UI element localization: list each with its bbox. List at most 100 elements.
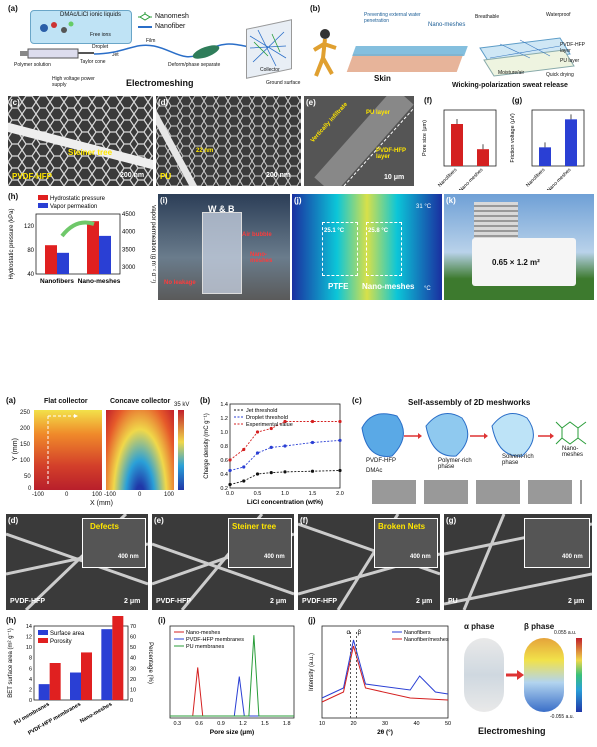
x-tick-label: 1.0 bbox=[281, 491, 289, 497]
x-tick-label: Nano-meshes bbox=[78, 278, 121, 285]
panel-label: (h) bbox=[8, 192, 19, 201]
series-point bbox=[310, 419, 315, 424]
plot-frame bbox=[169, 625, 295, 719]
kv-label: 35 kV bbox=[174, 402, 190, 408]
y2-tick-label: 4500 bbox=[122, 212, 136, 218]
top-panel-d: (d) 22 nm PU 200 nm bbox=[156, 96, 301, 186]
inset-label: Broken Nets bbox=[378, 522, 426, 531]
bottom-panel-g: (g) 400 nm PU 2 μm bbox=[444, 514, 592, 610]
x-tick-label: 1.2 bbox=[239, 721, 247, 727]
y-tick-label: 6 bbox=[29, 666, 32, 672]
bar-surface bbox=[38, 684, 50, 700]
bar-porosity bbox=[49, 663, 61, 700]
series-line bbox=[170, 676, 294, 717]
temp-nm: 25.8 °C bbox=[368, 228, 389, 234]
ptfe-box bbox=[322, 222, 358, 276]
panel-label: (f) bbox=[424, 96, 432, 105]
series-point bbox=[283, 470, 287, 474]
droplet-label: Droplet bbox=[92, 44, 109, 50]
free-ions-label: Free ions bbox=[90, 32, 111, 38]
panel-label: (k) bbox=[446, 196, 456, 205]
x-tick-label: Nanofibers bbox=[40, 278, 74, 285]
panel-label: (h) bbox=[6, 616, 17, 625]
panel-label: (c) bbox=[10, 98, 20, 107]
ytick-50: 50 bbox=[24, 474, 31, 480]
collector-label: Collector bbox=[260, 67, 280, 73]
temp-ptfe: 25.1 °C bbox=[324, 228, 345, 234]
alpha-marker: α bbox=[347, 629, 351, 636]
x-tick-label: 2.0 bbox=[336, 491, 344, 497]
x-tick-label: 30 bbox=[382, 721, 388, 727]
panel-label: (e) bbox=[154, 516, 164, 525]
y2-tick-label: 70 bbox=[130, 624, 136, 630]
scale-label: 2 μm bbox=[124, 598, 141, 605]
inset-scale: 400 nm bbox=[118, 554, 139, 560]
syringe-icon bbox=[20, 48, 94, 59]
y2-tick-label: 3000 bbox=[122, 265, 136, 271]
nanomesh-box bbox=[366, 222, 402, 276]
panel-label: (i) bbox=[160, 196, 168, 205]
series-nanofiber-meshes bbox=[321, 645, 449, 703]
plot-frame bbox=[35, 213, 121, 275]
series-point bbox=[242, 465, 246, 469]
legend-swatch-surface bbox=[38, 630, 48, 635]
phase-colorbar bbox=[576, 638, 582, 712]
bar-hydrostatic bbox=[45, 245, 57, 274]
inset bbox=[524, 518, 590, 568]
panel-label: (e) bbox=[306, 98, 316, 107]
scale-label: 10 μm bbox=[384, 174, 405, 181]
inset-scale: 400 nm bbox=[264, 554, 285, 560]
inset bbox=[82, 518, 146, 568]
molecule-icon bbox=[40, 21, 74, 33]
bottom-panel-j: (j) α β Nanofibers Nanofiber/meshes 10 20 30 40… bbox=[306, 616, 456, 744]
mesh-texture bbox=[8, 96, 153, 186]
c-title: Self-assembly of 2D meshworks bbox=[408, 398, 531, 407]
y2-tick-label: 60 bbox=[130, 635, 136, 641]
top-panel-j: (j) 25.1 °C 25.8 °C 31 °C °C PTFE Nano-m… bbox=[292, 194, 442, 300]
material-label: PVDF-HFP bbox=[12, 172, 52, 181]
material-label: PVDF-HFP bbox=[10, 598, 45, 605]
x-tick-label: PVDF-HFP membranes bbox=[27, 702, 82, 737]
bar-vapor bbox=[57, 252, 69, 274]
jet-label: Jet bbox=[112, 52, 119, 58]
white-sheet bbox=[472, 238, 576, 286]
legend-label: Nanofibers bbox=[404, 630, 431, 636]
collector-fibers bbox=[249, 29, 287, 67]
x-tick-label: 1.5 bbox=[261, 721, 269, 727]
bar-porosity bbox=[81, 652, 92, 700]
y-tick-label: 0.8 bbox=[220, 444, 228, 450]
x-tick-label: 0.9 bbox=[217, 721, 225, 727]
flat-map bbox=[34, 410, 102, 490]
x-axis-label: 2θ (°) bbox=[377, 728, 393, 736]
panel-label: (b) bbox=[310, 4, 321, 13]
skin-label: Skin bbox=[374, 74, 391, 83]
y-tick-label: 0.6 bbox=[220, 458, 228, 464]
nm-label: Nano-meshes bbox=[362, 282, 415, 291]
y-tick-label: 10 bbox=[26, 645, 32, 651]
top-panel-h: (h) Nanofibers Nano-meshes 40 80 120 3000 3500… bbox=[6, 192, 156, 304]
chart-f: Nanofibers Nano-meshes Pore size (μm) bbox=[422, 109, 497, 190]
prich-label: Polymer-rich phase bbox=[438, 458, 472, 470]
bottom-panel-f: (f) Broken Nets 400 nm PVDF-HFP 2 μm bbox=[298, 514, 440, 610]
legend-vapor: Vapor permeation bbox=[50, 204, 97, 210]
panel-label: (a) bbox=[8, 4, 18, 13]
panel-label: (g) bbox=[512, 96, 523, 105]
ytick-250: 250 bbox=[20, 410, 31, 416]
y-tick-label: 120 bbox=[24, 224, 35, 230]
bottom-panel-h: (h) PU membranes PVDF-HFP membranes Nano-m… bbox=[4, 616, 154, 744]
x-axis-label: Pore size (μm) bbox=[210, 729, 254, 736]
bottom-panel-b: (b) Jet threshold Droplet threshold Experi… bbox=[200, 396, 350, 510]
top-panel-a: (a) DMAc/LiCl ionic liquids Free ions Na… bbox=[8, 4, 308, 92]
wicking-caption: Wicking-polarization sweat release bbox=[452, 82, 568, 89]
legend-label: Nanofiber/meshes bbox=[404, 637, 449, 643]
droplet-sequence bbox=[361, 413, 587, 457]
plot-frame bbox=[531, 109, 585, 167]
fabric-layers bbox=[479, 37, 575, 77]
y-axis-label: Hydrostatic pressure (kPa) bbox=[9, 208, 15, 279]
series-point bbox=[255, 472, 260, 476]
x-tick-label: 0.0 bbox=[226, 491, 234, 497]
cross-section bbox=[314, 96, 414, 186]
chart-h: Nanofibers Nano-meshes 40 80 120 3000 3500 4000… bbox=[9, 195, 156, 285]
ytick-100: 100 bbox=[20, 458, 31, 464]
bar bbox=[539, 147, 551, 166]
